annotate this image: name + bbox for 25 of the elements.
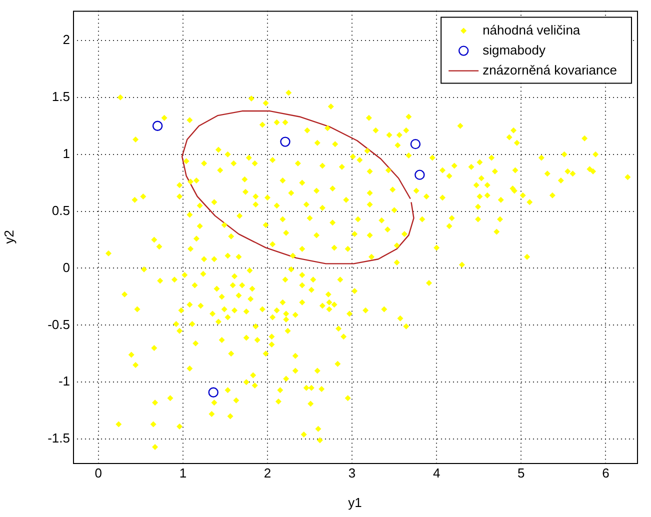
- point: [208, 387, 218, 398]
- y-tick-label: -0.5: [48, 316, 70, 332]
- point: [414, 170, 425, 180]
- x-tick-label: 3: [348, 465, 356, 480]
- x-tick-label: 1: [179, 465, 187, 480]
- x-tick-label: 5: [518, 465, 525, 480]
- y-tick-label: 2: [62, 32, 70, 47]
- y-tick-label: 0: [62, 260, 70, 275]
- point: [280, 136, 290, 147]
- y-tick-label: -1: [58, 374, 70, 389]
- x-tick-label: 2: [264, 465, 272, 480]
- y-tick-label: 1: [62, 146, 70, 161]
- legend-label: sigmabody: [482, 42, 546, 58]
- x-tick-label: 6: [602, 465, 610, 480]
- x-tick-label: 4: [432, 465, 440, 480]
- point: [152, 120, 163, 131]
- legend-label: náhodná veličina: [482, 22, 581, 38]
- y-tick-label: -1.5: [48, 430, 70, 446]
- legend-label: znázorněná kovariance: [482, 62, 618, 78]
- y-tick-label: 1.5: [52, 88, 70, 104]
- point: [410, 138, 421, 150]
- y-tick-label: 0.5: [52, 202, 70, 218]
- x-axis-title: y1: [348, 494, 362, 510]
- y-axis-title: y2: [1, 230, 16, 244]
- x-tick-label: 0: [94, 465, 102, 480]
